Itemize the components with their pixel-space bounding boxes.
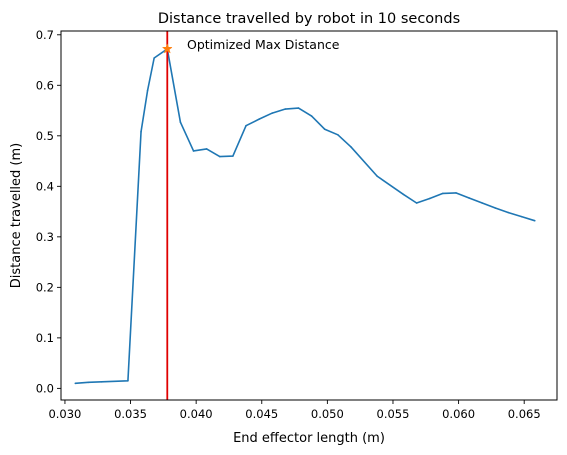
data-point: [468, 197, 470, 199]
data-point: [245, 124, 247, 127]
data-point: [127, 380, 129, 382]
data-point: [323, 128, 326, 131]
data-point: [310, 115, 313, 117]
y-axis-label: Distance travelled (m): [9, 143, 24, 289]
data-point: [258, 118, 260, 120]
data-point: [533, 219, 536, 222]
data-point: [376, 175, 379, 178]
data-point: [455, 192, 457, 194]
data-point: [402, 193, 405, 196]
x-tick-label: 0.035: [114, 407, 147, 421]
data-point: [520, 215, 523, 218]
data-point: [192, 150, 195, 152]
plot-frame: [60, 30, 558, 401]
data-point: [271, 112, 274, 114]
data-point: [494, 207, 497, 209]
data-point: [232, 155, 234, 157]
data-point: [87, 381, 90, 384]
data-point: [205, 148, 208, 150]
x-tick-label: 0.060: [442, 407, 475, 421]
data-point: [218, 155, 221, 158]
y-tick-label: 0.5: [36, 129, 54, 143]
x-tick-label: 0.065: [508, 407, 541, 421]
x-axis-ticks: 0.030 0.035 0.040 0.045 0.050 0.055 0.060 0.065: [48, 400, 541, 421]
x-axis-label: End effector length (m): [233, 431, 385, 446]
y-axis-ticks: 0.0 0.1 0.2 0.3 0.4 0.5 0.6 0.7: [36, 28, 61, 395]
data-point: [153, 57, 155, 59]
data-point: [507, 211, 510, 214]
x-tick-label: 0.040: [180, 407, 213, 421]
data-point: [350, 146, 352, 148]
data-point: [100, 381, 103, 383]
y-tick-label: 0.2: [36, 280, 54, 294]
x-tick-label: 0.045: [245, 407, 278, 421]
y-tick-label: 0.1: [36, 331, 54, 345]
chart-title: Distance travelled by robot in 10 second…: [158, 11, 460, 27]
data-point: [481, 202, 484, 204]
y-tick-label: 0.0: [36, 381, 54, 395]
data-point: [337, 134, 339, 136]
max-star-marker: [161, 43, 173, 54]
y-tick-label: 0.7: [36, 28, 54, 42]
data-point: [297, 107, 300, 109]
series-line-0: [74, 48, 536, 385]
data-point: [428, 197, 431, 200]
y-tick-label: 0.6: [36, 78, 54, 92]
x-tick-label: 0.030: [48, 407, 81, 421]
x-tick-label: 0.055: [377, 407, 410, 421]
data-point: [179, 121, 182, 123]
y-tick-label: 0.3: [36, 230, 54, 244]
data-point: [284, 108, 287, 110]
plot-content: [74, 31, 536, 400]
data-point: [415, 202, 418, 204]
y-tick-label: 0.4: [36, 179, 54, 193]
data-point: [442, 192, 444, 195]
x-tick-label: 0.050: [311, 407, 344, 421]
annotation-optimized-max: Optimized Max Distance: [187, 37, 340, 52]
data-point: [140, 130, 142, 133]
data-point: [146, 89, 149, 92]
data-point: [74, 382, 77, 385]
